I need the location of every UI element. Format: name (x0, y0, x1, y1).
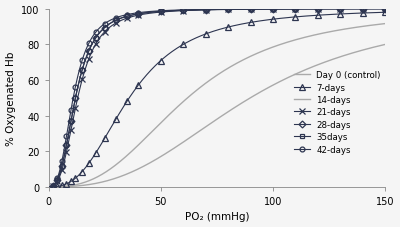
X-axis label: PO₂ (mmHg): PO₂ (mmHg) (185, 212, 249, 222)
Legend: Day 0 (control), 7-days, 14-days, 21-days, 28-days, 35days, 42-days: Day 0 (control), 7-days, 14-days, 21-day… (291, 67, 384, 158)
Y-axis label: % Oxygenated Hb: % Oxygenated Hb (6, 51, 16, 145)
